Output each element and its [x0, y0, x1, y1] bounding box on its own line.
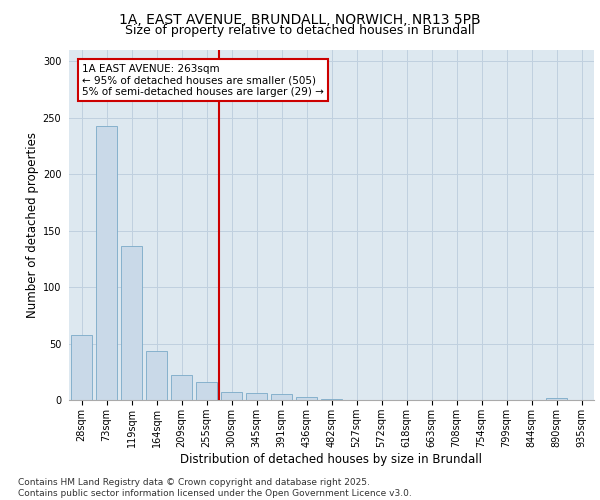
Bar — [196, 382, 217, 400]
Bar — [171, 375, 192, 400]
Bar — [246, 393, 267, 400]
X-axis label: Distribution of detached houses by size in Brundall: Distribution of detached houses by size … — [181, 452, 482, 466]
Bar — [96, 126, 117, 400]
Bar — [321, 399, 342, 400]
Bar — [146, 352, 167, 400]
Bar — [296, 396, 317, 400]
Text: 1A, EAST AVENUE, BRUNDALL, NORWICH, NR13 5PB: 1A, EAST AVENUE, BRUNDALL, NORWICH, NR13… — [119, 12, 481, 26]
Text: 1A EAST AVENUE: 263sqm
← 95% of detached houses are smaller (505)
5% of semi-det: 1A EAST AVENUE: 263sqm ← 95% of detached… — [82, 64, 324, 96]
Text: Contains HM Land Registry data © Crown copyright and database right 2025.
Contai: Contains HM Land Registry data © Crown c… — [18, 478, 412, 498]
Bar — [221, 392, 242, 400]
Bar — [271, 394, 292, 400]
Text: Size of property relative to detached houses in Brundall: Size of property relative to detached ho… — [125, 24, 475, 37]
Bar — [121, 246, 142, 400]
Y-axis label: Number of detached properties: Number of detached properties — [26, 132, 38, 318]
Bar — [546, 398, 567, 400]
Bar — [71, 334, 92, 400]
